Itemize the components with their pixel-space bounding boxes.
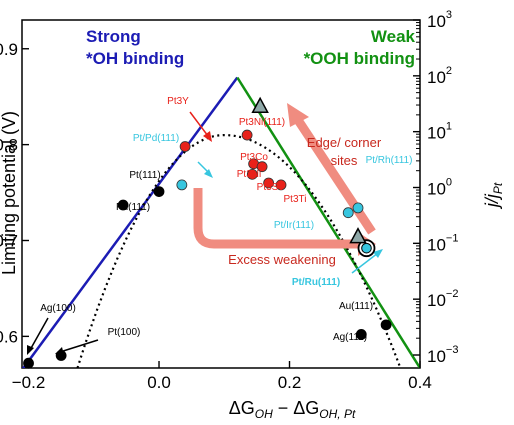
right-tick-label: 103 bbox=[427, 9, 452, 31]
data-point-0 bbox=[153, 186, 165, 198]
x-tick-label: 0.2 bbox=[278, 373, 302, 392]
label-pt3ni: Pt3Ni bbox=[237, 169, 261, 180]
label-pt-ru-111: Pt/Ru(111) bbox=[292, 277, 340, 288]
svg-text:j/jPt: j/jPt bbox=[482, 182, 505, 210]
data-point-19-triangle bbox=[349, 227, 367, 244]
y-axis-title: Limiting potential (V) bbox=[0, 111, 19, 275]
data-point-5 bbox=[355, 329, 367, 340]
label-pt-rh-111: Pt/Rh(111) bbox=[366, 155, 413, 166]
pt3y-pointer-head bbox=[203, 131, 212, 142]
edge-sites-arrow bbox=[294, 117, 376, 235]
data-point-9 bbox=[256, 161, 268, 173]
label-ag-111: Ag(111) bbox=[333, 332, 367, 343]
pt-pd-pointer-head bbox=[204, 169, 213, 178]
x-tick-label: 0.0 bbox=[147, 373, 171, 392]
region-strong-line2: *OH binding bbox=[86, 49, 184, 68]
y-tick-label: 0.8 bbox=[0, 136, 18, 155]
label-pt-pd-111: Pt/Pd(111) bbox=[133, 133, 179, 144]
region-weak-line2: *OOH binding bbox=[304, 49, 415, 68]
pt-ru-pointer bbox=[351, 252, 379, 274]
label-pt3co: Pt3Co bbox=[240, 152, 268, 163]
x-tick-label: −0.2 bbox=[12, 373, 46, 392]
right-tick-label: 102 bbox=[427, 65, 452, 87]
annotation-edge-line1: Edge/ corner bbox=[307, 135, 382, 150]
data-point-6 bbox=[179, 141, 191, 152]
x-axis-title: ΔGOH − ΔGOH, Pt bbox=[229, 398, 356, 421]
data-point-4 bbox=[380, 319, 392, 331]
y-tick-label: 0.7 bbox=[0, 231, 18, 250]
right-tick-label: 10−1 bbox=[427, 232, 458, 254]
data-point-7 bbox=[241, 129, 253, 141]
ag100-pointer bbox=[29, 317, 49, 351]
ag100-pointer-head bbox=[27, 345, 34, 355]
data-point-14 bbox=[352, 202, 364, 214]
right-axis-title: j/jPt bbox=[482, 182, 505, 210]
fit-curve bbox=[76, 134, 402, 368]
label-pt-ir-111: Pt/Ir(111) bbox=[274, 220, 314, 231]
pt-ru-pointer-head bbox=[373, 249, 383, 258]
label-pt-111: Pt(111) bbox=[129, 170, 160, 181]
volcano-line-weak bbox=[236, 76, 420, 368]
data-point-1 bbox=[117, 199, 129, 211]
plot-frame bbox=[21, 19, 421, 369]
svg-text:ΔGOH − ΔGOH, Pt: ΔGOH − ΔGOH, Pt bbox=[229, 398, 356, 421]
data-point-13 bbox=[176, 179, 188, 191]
y-tick-label: 0.6 bbox=[0, 327, 18, 346]
label-au-111: Au(111) bbox=[339, 301, 373, 312]
label-pt3ni-111: Pt3Ni(111) bbox=[239, 117, 285, 128]
right-tick-label: 101 bbox=[427, 121, 452, 143]
annotation-edge-line2: sites bbox=[331, 153, 358, 168]
data-point-11 bbox=[263, 177, 275, 189]
data-point-15 bbox=[342, 207, 354, 219]
annotation-excess-weakening: Excess weakening bbox=[228, 252, 336, 267]
region-strong-line1: Strong bbox=[86, 27, 141, 46]
label-pt3sc: Pt3Sc bbox=[257, 182, 284, 193]
right-tick-label: 100 bbox=[427, 177, 452, 199]
label-pt3ti: Pt3Ti bbox=[284, 194, 307, 205]
label-pt3y: Pt3Y bbox=[167, 96, 189, 107]
label-pd-111: Pd(111) bbox=[116, 202, 150, 213]
data-point-3 bbox=[55, 350, 67, 361]
data-point-18-triangle bbox=[251, 96, 269, 114]
data-point-17 bbox=[361, 242, 372, 254]
edge-sites-arrowhead bbox=[287, 103, 309, 127]
y-tick-label: 0.9 bbox=[0, 40, 18, 59]
excess-weakening-arrow bbox=[193, 188, 362, 249]
pt3y-pointer bbox=[189, 111, 209, 137]
right-tick-label: 10−2 bbox=[427, 288, 458, 310]
label-ag-100: Ag(100) bbox=[40, 303, 76, 314]
data-point-10 bbox=[246, 168, 258, 180]
region-weak-line1: Weak bbox=[371, 27, 416, 46]
data-point-12 bbox=[275, 179, 287, 191]
pt100-pointer bbox=[59, 339, 99, 353]
label-pt-100: Pt(100) bbox=[108, 327, 141, 338]
right-tick-label: 10−3 bbox=[427, 344, 458, 366]
x-tick-label: 0.4 bbox=[408, 373, 432, 392]
